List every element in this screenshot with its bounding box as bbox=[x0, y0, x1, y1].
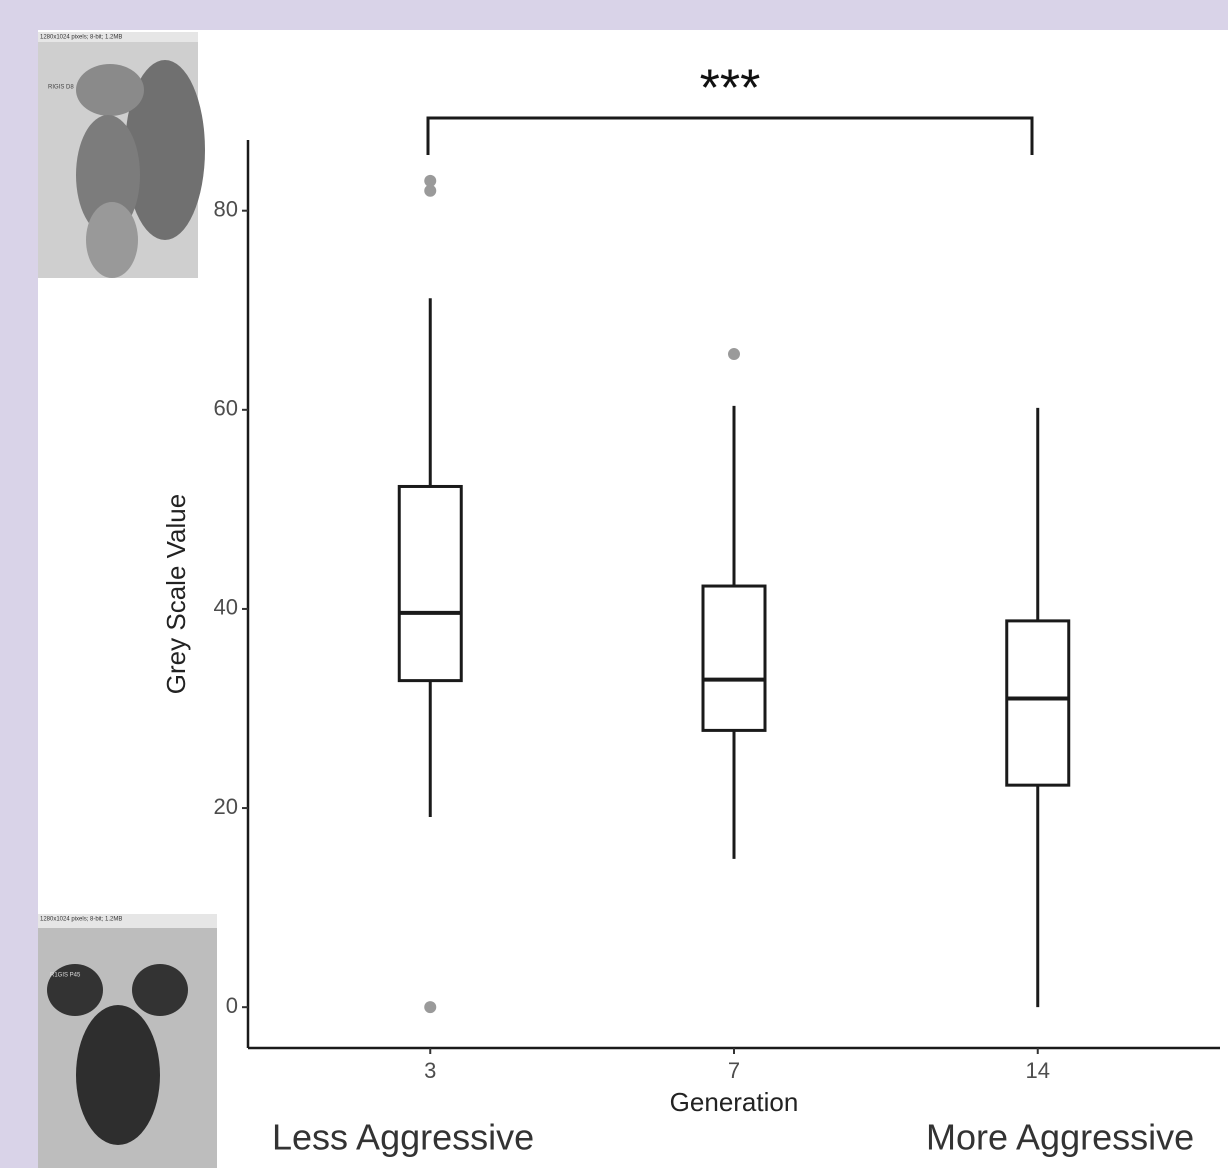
chart-background bbox=[38, 30, 1228, 1168]
outlier bbox=[728, 348, 740, 361]
y-tick-label: 60 bbox=[214, 396, 238, 421]
x-tick-label: 14 bbox=[1026, 1058, 1050, 1083]
y-tick-label: 20 bbox=[214, 794, 238, 819]
x-tick-label: 7 bbox=[728, 1058, 740, 1083]
fly-image: 1280x1024 pixels; 8-bit; 1.2MB RIGIS D8 bbox=[38, 32, 205, 278]
box bbox=[1005, 619, 1071, 787]
box bbox=[701, 584, 767, 732]
outlier bbox=[424, 1001, 437, 1014]
fly-image: 1280x1024 pixels; 8-bit; 1.2MB R1GIS P45 bbox=[38, 914, 217, 1168]
image-label: RIGIS D8 bbox=[48, 85, 74, 91]
right-caption: More Aggressive bbox=[926, 1117, 1194, 1158]
x-tick-label: 3 bbox=[424, 1058, 436, 1083]
y-axis-title: Grey Scale Value bbox=[161, 494, 191, 694]
significance-bracket bbox=[426, 116, 1034, 155]
outlier bbox=[424, 184, 437, 197]
box bbox=[397, 484, 463, 683]
image-label: R1GIS P45 bbox=[50, 973, 81, 979]
y-tick-label: 0 bbox=[226, 993, 238, 1018]
outlier bbox=[424, 174, 437, 187]
y-tick-label: 80 bbox=[214, 197, 238, 222]
image-header: 1280x1024 pixels; 8-bit; 1.2MB bbox=[40, 35, 122, 41]
y-tick-label: 40 bbox=[214, 595, 238, 620]
left-caption: Less Aggressive bbox=[272, 1117, 534, 1158]
image-header: 1280x1024 pixels; 8-bit; 1.2MB bbox=[40, 917, 122, 923]
significance-label: *** bbox=[700, 60, 761, 118]
x-axis-title: Generation bbox=[670, 1087, 799, 1117]
